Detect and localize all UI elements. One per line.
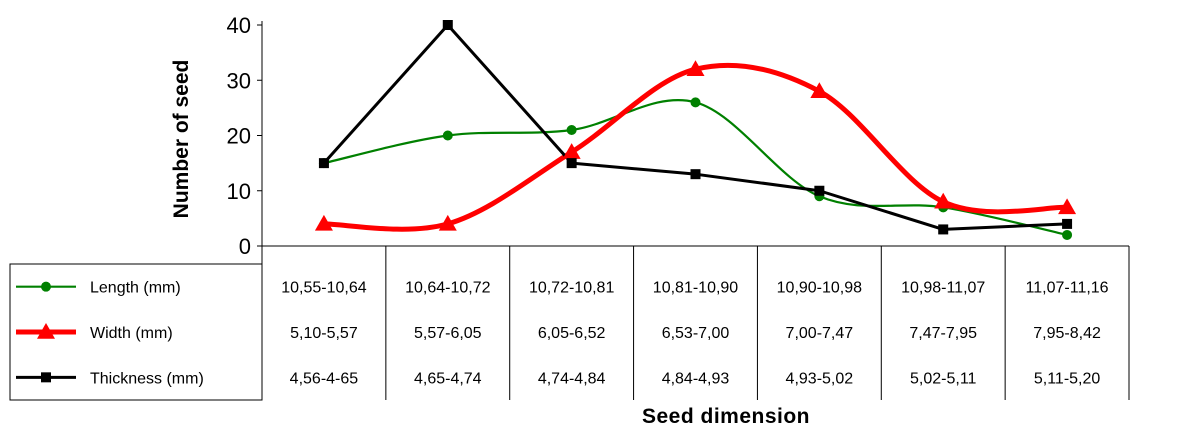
data-point-2-4 xyxy=(814,185,825,196)
data-point-2-6 xyxy=(1062,218,1073,229)
data-point-2-3 xyxy=(690,169,701,180)
data-point-1-2 xyxy=(562,143,581,159)
table-cell-2-3: 4,84-4,93 xyxy=(662,370,730,387)
table-cell-0-4: 10,90-10,98 xyxy=(777,280,863,297)
table-cell-1-3: 6,53-7,00 xyxy=(662,325,730,342)
table-cell-0-6: 11,07-11,16 xyxy=(1026,280,1109,297)
data-point-2-1 xyxy=(442,20,453,30)
table-cell-0-2: 10,72-10,81 xyxy=(529,280,615,297)
table-cell-1-0: 5,10-5,57 xyxy=(290,325,358,342)
series-lines xyxy=(322,23,1068,237)
y-tick-label: 20 xyxy=(227,124,251,149)
legend-marker-1 xyxy=(37,323,55,339)
series-markers xyxy=(314,20,1077,240)
table-cell-0-0: 10,55-10,64 xyxy=(281,280,367,297)
table-cell-0-1: 10,64-10,72 xyxy=(405,280,491,297)
data-point-0-2 xyxy=(566,124,577,135)
table-cell-2-6: 5,11-5,20 xyxy=(1034,370,1101,387)
data-point-2-0 xyxy=(318,158,329,169)
data-point-1-4 xyxy=(810,82,829,99)
table-cell-1-1: 5,57-6,05 xyxy=(414,325,482,342)
data-point-1-3 xyxy=(686,60,705,76)
y-tick-label: 10 xyxy=(227,179,251,204)
table-cell-0-3: 10,81-10,90 xyxy=(653,280,739,297)
data-point-2-2 xyxy=(566,158,577,169)
y-axis-label: Number of seed xyxy=(170,60,193,219)
data-point-0-1 xyxy=(442,130,453,141)
data-point-1-1 xyxy=(438,214,457,231)
data-point-0-6 xyxy=(1062,229,1073,240)
series-line-1 xyxy=(323,62,1068,232)
axes xyxy=(261,21,1129,247)
table-cell-2-4: 4,93-5,02 xyxy=(786,370,854,387)
data-point-1-0 xyxy=(314,214,333,231)
table-cell-1-5: 7,47-7,95 xyxy=(909,325,977,342)
table-cell-2-2: 4,74-4,84 xyxy=(538,370,606,387)
legend-marker-0 xyxy=(41,281,51,292)
legend-label-1: Width (mm) xyxy=(90,325,173,342)
data-point-0-3 xyxy=(690,97,701,108)
table-cell-1-6: 7,95-8,42 xyxy=(1033,325,1101,342)
y-tick-label: 40 xyxy=(227,13,251,38)
legend-label-2: Thickness (mm) xyxy=(90,370,204,387)
series-line-2 xyxy=(322,23,1068,231)
table-cell-1-4: 7,00-7,47 xyxy=(786,325,854,342)
table-cell-2-0: 4,56-4-65 xyxy=(290,370,359,387)
legend-label-0: Length (mm) xyxy=(90,280,181,297)
legend-marker-2 xyxy=(41,372,51,383)
table-cell-2-5: 5,02-5,11 xyxy=(910,370,977,387)
data-point-2-5 xyxy=(938,224,949,235)
table-cell-2-1: 4,65-4,74 xyxy=(414,370,482,387)
data-point-1-5 xyxy=(934,192,953,209)
x-axis-label: Seed dimension xyxy=(642,405,810,428)
data-table: Length (mm) 10,55-10,64 10,64-10,72 10,72-1… xyxy=(9,246,1130,401)
y-ticks: 0 10 20 30 40 xyxy=(227,13,262,259)
series-line-0 xyxy=(323,99,1068,237)
y-tick-label: 0 xyxy=(239,234,251,259)
table-cell-0-5: 10,98-11,07 xyxy=(901,280,985,297)
data-point-1-6 xyxy=(1058,198,1077,215)
y-tick-label: 30 xyxy=(227,68,251,93)
table-cell-1-2: 6,05-6,52 xyxy=(538,325,606,342)
